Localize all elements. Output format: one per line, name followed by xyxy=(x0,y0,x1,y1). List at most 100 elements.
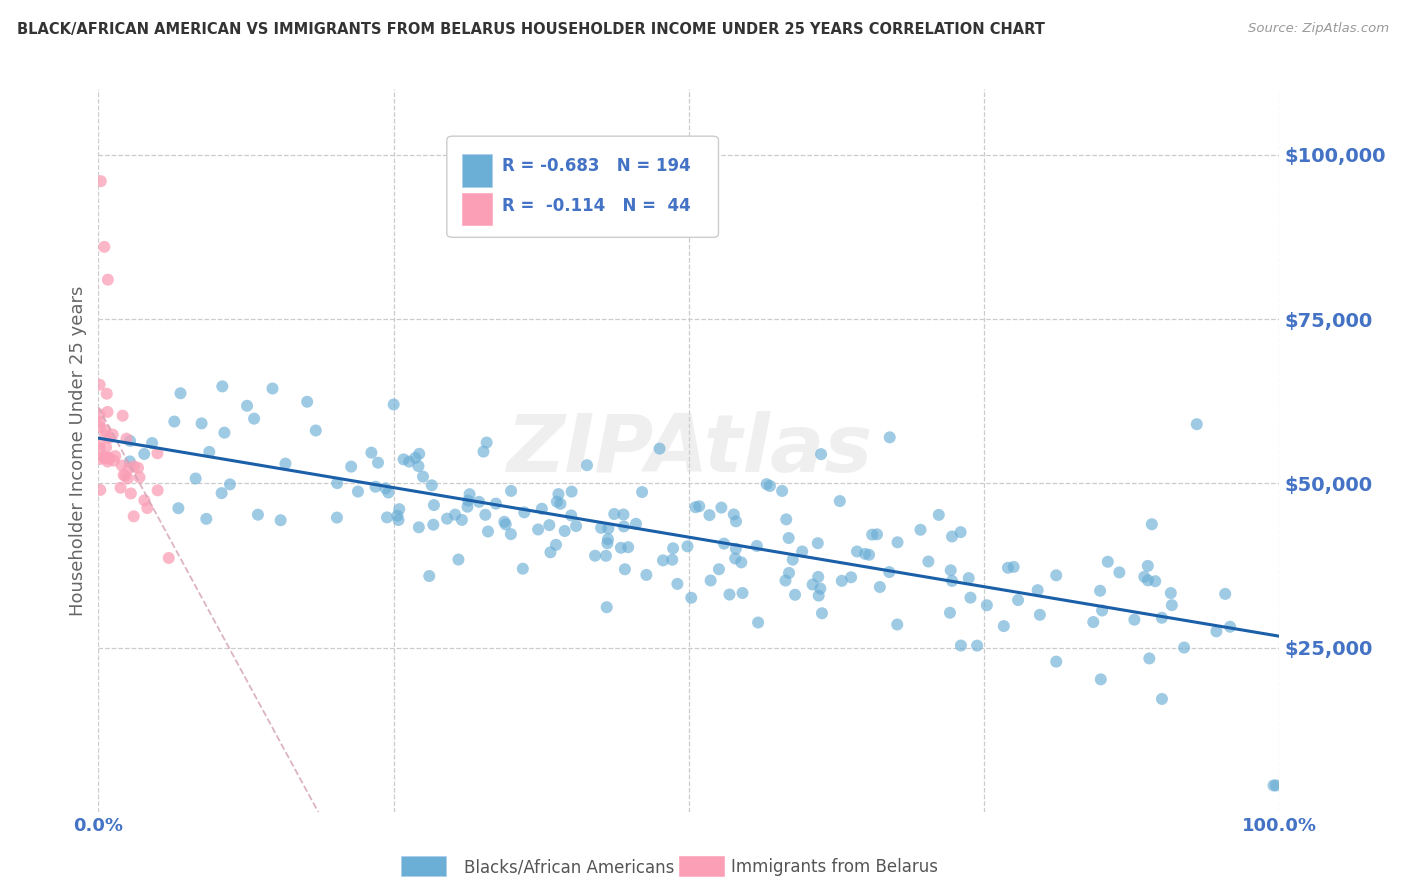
Point xyxy=(610,541,633,555)
Point xyxy=(685,500,707,515)
Point xyxy=(495,517,517,532)
Point xyxy=(1002,560,1025,574)
Point xyxy=(547,487,569,501)
Point xyxy=(141,436,163,450)
Point xyxy=(360,445,382,459)
Point xyxy=(457,493,479,508)
Point xyxy=(1123,613,1146,627)
Point xyxy=(783,588,806,602)
Point xyxy=(408,520,430,534)
Point xyxy=(436,511,458,525)
Point xyxy=(367,456,389,470)
Point xyxy=(94,451,117,466)
Point xyxy=(101,427,124,442)
Point xyxy=(661,552,683,566)
Point xyxy=(94,428,117,442)
Point xyxy=(127,460,149,475)
Point xyxy=(89,483,111,497)
Point xyxy=(550,497,572,511)
Point xyxy=(494,515,516,529)
Point xyxy=(1160,586,1182,600)
Point xyxy=(97,451,120,466)
Point xyxy=(420,478,443,492)
Point xyxy=(485,497,508,511)
Point xyxy=(1150,692,1173,706)
Point xyxy=(1029,607,1052,622)
Point xyxy=(382,397,405,411)
Point xyxy=(839,570,862,584)
Point xyxy=(546,494,568,508)
Point xyxy=(676,539,699,553)
Point xyxy=(111,409,134,423)
Point xyxy=(560,508,582,523)
Point xyxy=(89,377,111,392)
Point xyxy=(860,527,883,541)
Point xyxy=(117,471,139,485)
Point xyxy=(596,532,619,546)
Point xyxy=(146,483,169,498)
Point xyxy=(1083,615,1105,629)
Point xyxy=(122,459,145,474)
Point xyxy=(115,432,138,446)
Point xyxy=(775,512,797,526)
Point xyxy=(527,523,550,537)
Text: Blacks/African Americans: Blacks/African Americans xyxy=(464,858,675,876)
Point xyxy=(97,273,120,287)
Point xyxy=(246,508,269,522)
Point xyxy=(853,547,876,561)
Point xyxy=(755,477,778,491)
Point xyxy=(617,540,640,554)
Point xyxy=(89,437,111,451)
Point xyxy=(603,507,626,521)
Point xyxy=(499,527,522,541)
Point xyxy=(96,405,118,419)
Point xyxy=(1136,574,1159,588)
Point xyxy=(811,607,834,621)
Point xyxy=(1045,568,1067,582)
Point xyxy=(374,481,396,495)
Point xyxy=(886,617,908,632)
Point xyxy=(120,486,142,500)
Point xyxy=(89,452,111,467)
Point xyxy=(118,461,141,475)
Point xyxy=(456,500,478,514)
Point xyxy=(1144,574,1167,589)
Point xyxy=(404,450,426,465)
Point xyxy=(1263,779,1285,793)
Point xyxy=(112,468,135,483)
Point xyxy=(713,536,735,550)
Text: ZIPAtlas: ZIPAtlas xyxy=(506,411,872,490)
Point xyxy=(598,521,620,535)
Point xyxy=(538,518,561,533)
Point xyxy=(631,485,654,500)
Point xyxy=(699,574,721,588)
Point xyxy=(957,571,980,585)
Point xyxy=(869,580,891,594)
Point xyxy=(97,454,120,468)
Point xyxy=(688,500,710,514)
Text: R = -0.683   N = 194: R = -0.683 N = 194 xyxy=(502,157,692,175)
Point xyxy=(418,569,440,583)
Text: Immigrants from Belarus: Immigrants from Belarus xyxy=(731,858,938,876)
Point xyxy=(828,494,851,508)
Point xyxy=(886,535,908,549)
Point xyxy=(1091,603,1114,617)
Point xyxy=(104,449,127,463)
Point xyxy=(778,531,800,545)
Point xyxy=(305,424,328,438)
Point xyxy=(636,568,658,582)
Text: R =  -0.114   N =  44: R = -0.114 N = 44 xyxy=(502,197,692,215)
Point xyxy=(681,591,703,605)
Point xyxy=(512,562,534,576)
Point xyxy=(624,516,647,531)
Point xyxy=(949,525,972,540)
Point xyxy=(214,425,236,440)
Point xyxy=(477,524,499,539)
Point xyxy=(801,577,824,591)
Point xyxy=(198,445,221,459)
Point xyxy=(97,450,120,465)
Point xyxy=(110,481,132,495)
Point xyxy=(966,639,988,653)
Point xyxy=(775,574,797,588)
Point xyxy=(157,551,180,566)
